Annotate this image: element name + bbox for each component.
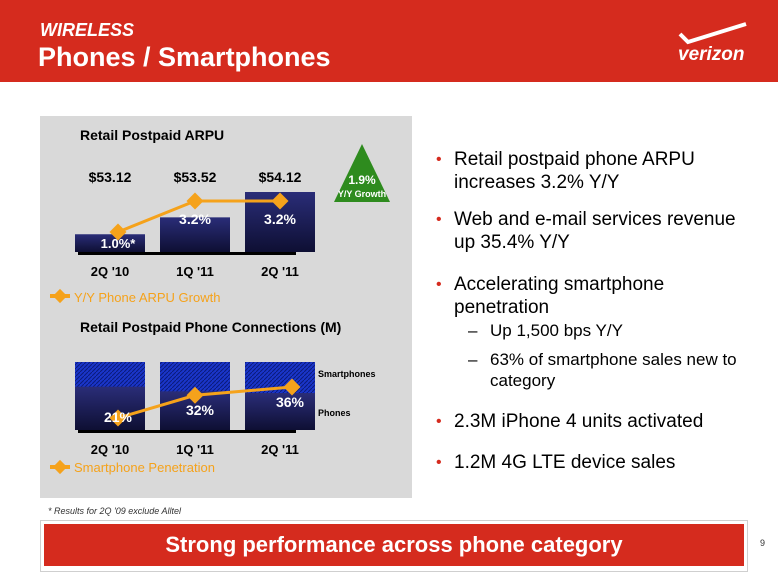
page-number: 9 xyxy=(760,538,766,548)
growth-triangle xyxy=(334,144,390,202)
arpu-growth-point xyxy=(109,223,127,241)
penetration-point xyxy=(109,409,127,427)
series-label-phones: Phones xyxy=(318,408,351,418)
arpu-value-label: $53.52 xyxy=(174,169,217,185)
arpu-category-label: 2Q '11 xyxy=(261,264,299,279)
penetration-point xyxy=(186,386,204,404)
connections-chart-title: Retail Postpaid Phone Connections (M) xyxy=(80,319,341,335)
verizon-check-logo xyxy=(678,22,747,45)
connections-category-label: 2Q '10 xyxy=(91,442,130,457)
bullet-item: • Accelerating smartphone penetration xyxy=(436,274,665,318)
arpu-growth-label: 3.2% xyxy=(179,211,211,227)
bullet-item: • 2.3M iPhone 4 units activated xyxy=(436,411,704,432)
bullet-item: • Web and e-mail services revenue up 35.4… xyxy=(436,209,736,253)
growth-callout-value: 1.9% xyxy=(348,173,376,187)
connections-category-label: 2Q '11 xyxy=(261,442,299,457)
growth-callout-label: Y/Y Growth xyxy=(338,189,386,199)
connections-category-label: 1Q '11 xyxy=(176,442,214,457)
page-title: Phones / Smartphones xyxy=(38,42,331,72)
phones-bar-segment xyxy=(245,393,315,430)
arpu-bar xyxy=(160,217,230,252)
arpu-growth-label: 1.0%* xyxy=(101,236,137,251)
arpu-value-label: $53.12 xyxy=(89,169,132,185)
section-label: WIRELESS xyxy=(40,20,135,40)
penetration-legend-label: Smartphone Penetration xyxy=(74,460,215,475)
bullet-item: • Retail postpaid phone ARPU increases 3.… xyxy=(436,149,695,193)
arpu-growth-point xyxy=(186,192,204,210)
arpu-legend-label: Y/Y Phone ARPU Growth xyxy=(74,290,220,305)
arpu-growth-label: 3.2% xyxy=(264,211,296,227)
penetration-label: 21% xyxy=(104,409,133,425)
connections-axis-line xyxy=(78,430,296,433)
footnote: * Results for 2Q '09 exclude Alltel xyxy=(48,506,181,516)
arpu-bar xyxy=(75,234,145,252)
charts-svg: Retail Postpaid ARPU $53.12 $53.52 $54.1… xyxy=(50,127,390,475)
arpu-legend-marker xyxy=(50,288,70,304)
arpu-value-label: $54.12 xyxy=(259,169,302,185)
penetration-point xyxy=(283,378,301,396)
sub-bullet-item: – Up 1,500 bps Y/Y xyxy=(468,321,623,340)
arpu-axis-line xyxy=(78,252,296,255)
penetration-label: 36% xyxy=(276,394,305,410)
summary-banner: Strong performance across phone category xyxy=(44,524,744,566)
arpu-category-label: 1Q '11 xyxy=(176,264,214,279)
penetration-legend-marker xyxy=(50,459,70,475)
sub-bullet-item: –63% of smartphone sales new to category xyxy=(468,350,737,390)
verizon-logo-text: verizon xyxy=(678,44,745,65)
header-bar xyxy=(0,0,778,82)
bullet-item: • 1.2M 4G LTE device sales xyxy=(436,452,676,473)
series-label-smartphones: Smartphones xyxy=(318,369,376,379)
phones-bar-segment xyxy=(75,386,145,430)
arpu-chart-title: Retail Postpaid ARPU xyxy=(80,127,224,143)
penetration-label: 32% xyxy=(186,402,215,418)
arpu-category-label: 2Q '10 xyxy=(91,264,130,279)
